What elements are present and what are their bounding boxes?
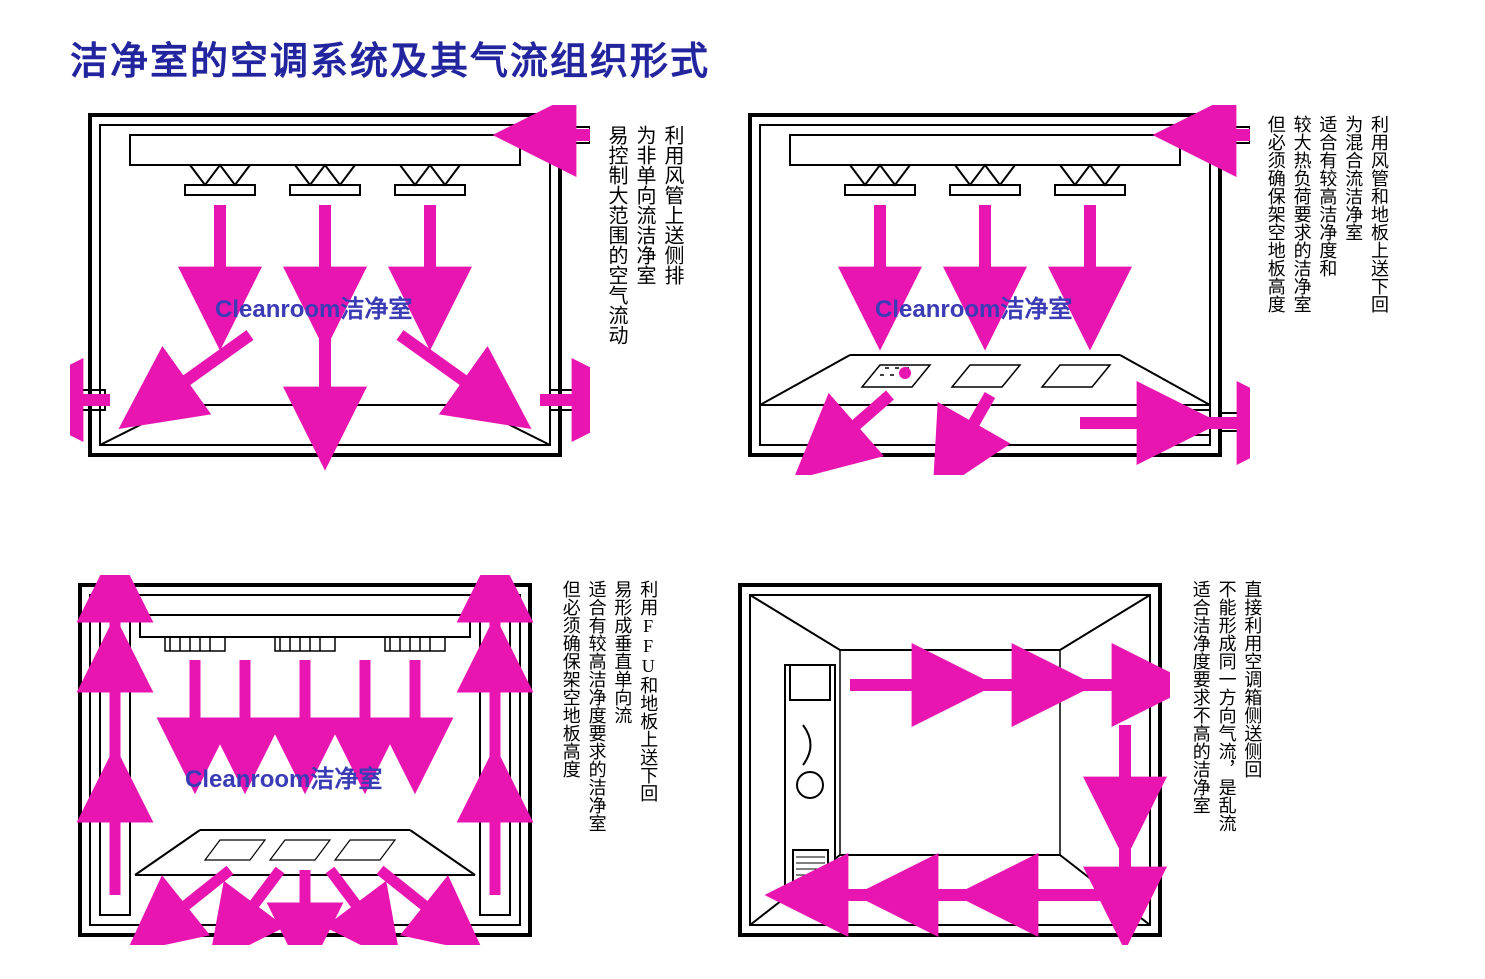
desc-top-right: 但必须确保架空地板高度 较大热负荷要求的洁净室 适合有较高洁净度和 为混合流洁净… — [1265, 115, 1388, 313]
diagram-bottom-right — [730, 575, 1170, 945]
diagram-grid: Cleanroom洁净室 易控制大范围的空气流动 为非单向流洁净室 利用风管上送… — [50, 105, 1435, 965]
desc-bottom-left: 但必须确保架空地板高度 适合有较高洁净度要求的洁净室 易形成垂直单向流 利用FF… — [560, 580, 657, 832]
room-label: Cleanroom洁净室 — [875, 295, 1072, 323]
panel-top-left: Cleanroom洁净室 — [70, 105, 590, 475]
desc-line: 但必须确保架空地板高度 — [1265, 115, 1285, 313]
desc-line: 利用风管和地板上送下回 — [1368, 115, 1388, 313]
desc-top-left: 易控制大范围的空气流动 为非单向流洁净室 利用风管上送侧排 — [605, 125, 683, 345]
diagram-top-left: Cleanroom洁净室 — [70, 105, 590, 475]
room-label: Cleanroom洁净室 — [215, 295, 412, 323]
panel-bottom-right — [730, 575, 1170, 945]
desc-line: 适合有较高洁净度要求的洁净室 — [586, 580, 606, 832]
desc-line: 易控制大范围的空气流动 — [605, 125, 627, 345]
panel-top-right: Cleanroom洁净室 — [730, 105, 1250, 475]
room-label: Cleanroom洁净室 — [185, 765, 382, 793]
page-title: 洁净室的空调系统及其气流组织形式 — [70, 30, 1435, 85]
desc-line: 直接利用空调箱侧送侧回 — [1242, 580, 1262, 832]
desc-line: 适合有较高洁净度和 — [1317, 115, 1337, 313]
desc-line: 为非单向流洁净室 — [633, 125, 655, 345]
diagram-top-right: Cleanroom洁净室 — [730, 105, 1250, 475]
desc-line: 利用FFU和地板上送下回 — [637, 580, 657, 832]
desc-line: 但必须确保架空地板高度 — [560, 580, 580, 832]
desc-line: 易形成垂直单向流 — [612, 580, 632, 832]
desc-line: 适合洁净度要求不高的洁净室 — [1190, 580, 1210, 832]
desc-line: 为混合流洁净室 — [1342, 115, 1362, 313]
diagram-bottom-left: Cleanroom洁净室 — [70, 575, 540, 945]
panel-bottom-left: Cleanroom洁净室 — [70, 575, 540, 945]
desc-line: 较大热负荷要求的洁净室 — [1291, 115, 1311, 313]
desc-line: 利用风管上送侧排 — [661, 125, 683, 345]
desc-line: 不能形成同一方向气流，是乱流 — [1216, 580, 1236, 832]
desc-bottom-right: 适合洁净度要求不高的洁净室 不能形成同一方向气流，是乱流 直接利用空调箱侧送侧回 — [1190, 580, 1261, 832]
